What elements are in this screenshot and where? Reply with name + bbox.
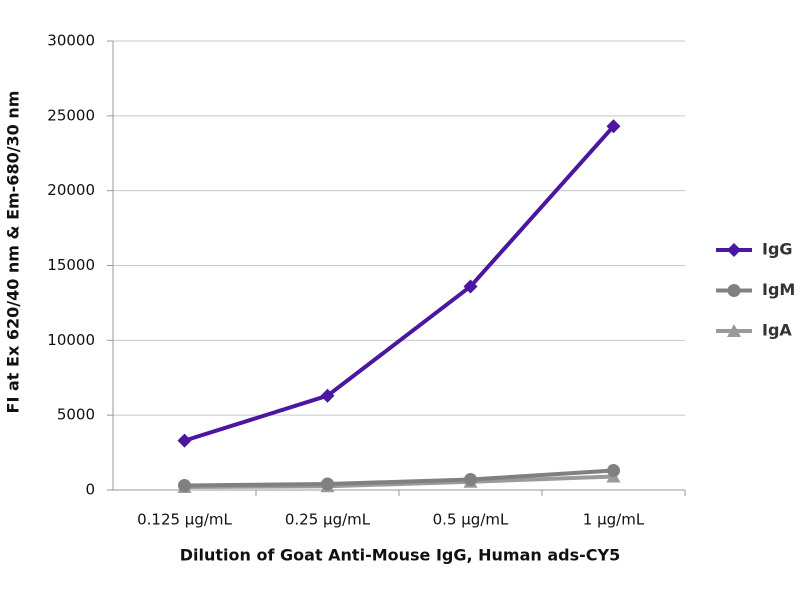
y-tick-label: 15000 bbox=[47, 256, 95, 274]
legend-label: IgM bbox=[762, 280, 795, 299]
y-tick-label: 5000 bbox=[57, 406, 95, 424]
data-point bbox=[178, 479, 191, 493]
series-line bbox=[184, 468, 614, 488]
series-line bbox=[183, 124, 615, 443]
legend-marker bbox=[727, 284, 741, 297]
data-point bbox=[320, 388, 335, 403]
x-tick-label: 0.5 µg/mL bbox=[433, 511, 509, 529]
x-tick-label: 0.25 µg/mL bbox=[285, 511, 371, 529]
y-tick-label: 20000 bbox=[47, 181, 95, 199]
x-tick-label: 1 µg/mL bbox=[583, 511, 645, 529]
y-tick-label: 0 bbox=[85, 481, 95, 499]
x-axis-title: Dilution of Goat Anti-Mouse IgG, Human a… bbox=[180, 546, 620, 565]
legend-label: IgG bbox=[762, 240, 793, 259]
data-point bbox=[464, 473, 477, 487]
y-tick-label: 10000 bbox=[47, 331, 95, 349]
legend-marker bbox=[727, 243, 741, 257]
data-point bbox=[321, 477, 334, 491]
data-point bbox=[177, 433, 192, 448]
y-axis-title: FI at Ex 620/40 nm & Em-680/30 nm bbox=[4, 91, 23, 414]
y-tick-label: 25000 bbox=[47, 106, 95, 124]
data-point bbox=[463, 279, 478, 294]
x-tick-label: 0.125 µg/mL bbox=[137, 511, 232, 529]
legend-label: IgA bbox=[762, 321, 792, 340]
data-point bbox=[606, 119, 621, 134]
y-tick-label: 30000 bbox=[47, 32, 95, 50]
legend-marker bbox=[727, 324, 741, 337]
data-point bbox=[607, 464, 620, 478]
